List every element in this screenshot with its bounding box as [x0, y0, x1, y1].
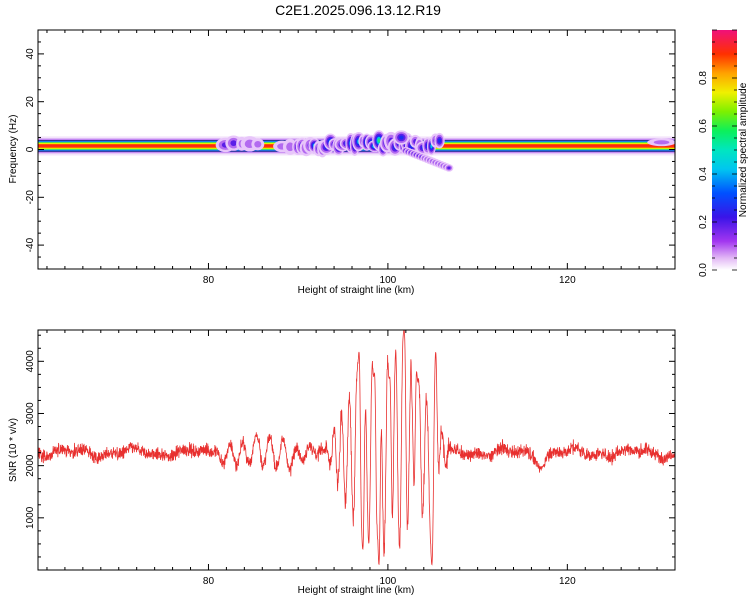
- spectrogram-x-axis: 80 100 120: [46, 30, 676, 286]
- spectrogram-image: [38, 130, 675, 172]
- colorbar-ticks: 0.0 0.2 0.4 0.6 0.8: [698, 29, 737, 277]
- spectrogram-panel: 80 100 120 -40 -20 0 20 40 Height of straight …: [8, 29, 676, 296]
- colorbar-gradient: [712, 30, 737, 270]
- colorbar-tick-label: 0.2: [698, 215, 709, 229]
- snr-y-tick-label: 2000: [25, 454, 36, 477]
- colorbar-tick-label: 0.4: [698, 167, 709, 181]
- spectrogram-x-tick-label: 100: [380, 275, 397, 286]
- snr-x-axis: 80 100 120: [46, 330, 676, 587]
- spectral-blob: [653, 140, 670, 145]
- spectrogram-y-axis: -40 -20 0 20 40: [25, 29, 675, 270]
- snr-y-tick-label: 3000: [25, 402, 36, 425]
- snr-x-label: Height of straight line (km): [298, 585, 415, 596]
- colorbar-tick-label: 0.0: [698, 263, 709, 277]
- snr-frame: [37, 329, 676, 571]
- spectrogram-x-label: Height of straight line (km): [298, 285, 415, 296]
- snr-x-tick-label: 80: [203, 576, 215, 587]
- spectral-disturbance: [215, 130, 675, 172]
- colorbar-label: Normalized spectral amplitude: [738, 82, 749, 217]
- snr-x-tick-label: 100: [380, 576, 397, 587]
- spectrogram-x-tick-label: 120: [559, 275, 576, 286]
- snr-y-tick-label: 4000: [25, 350, 36, 373]
- spectrogram-y-label: Frequency (Hz): [8, 115, 19, 184]
- spectrogram-y-tick-label: -40: [25, 237, 36, 252]
- spectrogram-y-tick-label: 40: [25, 48, 36, 60]
- spectral-blob: [230, 140, 237, 147]
- snr-x-tick-label: 120: [559, 576, 576, 587]
- spectrogram-y-tick-label: 20: [25, 96, 36, 108]
- snr-y-label: SNR (10 * v/v): [8, 418, 19, 482]
- spectral-blob: [438, 138, 441, 143]
- spectral-blob: [377, 138, 381, 143]
- figure-title: C2E1.2025.096.13.12.R19: [275, 2, 441, 18]
- spectral-blob: [254, 140, 262, 148]
- spectrogram-y-tick-label: -20: [25, 190, 36, 205]
- colorbar-tick-label: 0.8: [698, 71, 709, 85]
- snr-series-line: [38, 330, 675, 566]
- spectrogram-x-tick-label: 80: [203, 275, 215, 286]
- snr-y-axis: 1000 2000 3000 4000: [25, 334, 675, 571]
- colorbar-tick-label: 0.6: [698, 119, 709, 133]
- spectrogram-y-tick-label: 0: [25, 146, 36, 152]
- spectral-blob: [447, 166, 451, 170]
- snr-y-tick-label: 1000: [25, 506, 36, 529]
- spectral-blob: [286, 142, 295, 152]
- spectral-blob: [399, 135, 404, 140]
- snr-panel: 80 100 120 1000 2000 3000 4000 Height of stra…: [8, 329, 676, 596]
- colorbar: 0.0 0.2 0.4 0.6 0.8 Normalized spectral ampl…: [698, 29, 749, 277]
